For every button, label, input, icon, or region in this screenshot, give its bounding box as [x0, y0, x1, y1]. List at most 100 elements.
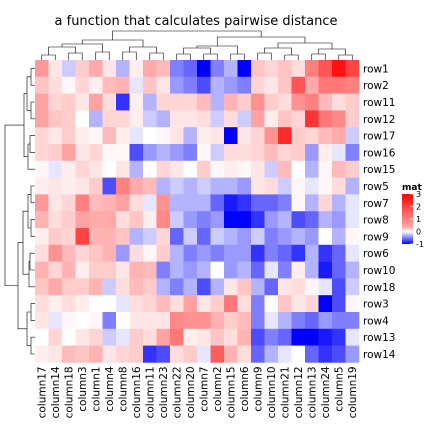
- heatmap-cell: [318, 127, 333, 145]
- heatmap-cell: [210, 345, 225, 363]
- heatmap-cell: [143, 93, 157, 111]
- heatmap-cell: [237, 144, 252, 162]
- heatmap-cell: [224, 144, 238, 162]
- heatmap-cell: [89, 177, 103, 195]
- column-label: column15: [226, 366, 238, 418]
- heatmap-cell: [345, 312, 360, 330]
- heatmap-cell: [210, 328, 225, 346]
- heatmap-cell: [278, 177, 292, 195]
- heatmap-cell: [278, 194, 292, 212]
- column-dendrogram: [41, 30, 353, 60]
- heatmap-cell: [35, 312, 49, 330]
- column-label: column23: [158, 366, 170, 418]
- heatmap-cell: [318, 93, 333, 111]
- heatmap-cell: [197, 261, 211, 279]
- heatmap-cell: [35, 228, 49, 246]
- heatmap-cell: [62, 328, 76, 346]
- heatmap-cell: [62, 228, 76, 246]
- heatmap-cell: [237, 127, 252, 145]
- heatmap-cell: [143, 211, 157, 229]
- heatmap-cell: [89, 295, 103, 313]
- heatmap-cell: [62, 244, 76, 262]
- heatmap-cell: [237, 295, 252, 313]
- heatmap-cell: [48, 211, 63, 229]
- heatmap-cell: [345, 76, 360, 94]
- heatmap-cell: [210, 228, 225, 246]
- column-label: column3: [77, 366, 89, 411]
- heatmap-cell: [251, 345, 265, 363]
- heatmap-cell: [75, 211, 90, 229]
- heatmap-cell: [332, 345, 346, 363]
- heatmap-cell: [170, 295, 184, 313]
- heatmap-cell: [197, 312, 211, 330]
- heatmap-cell: [156, 295, 171, 313]
- legend-tick-label: 3: [416, 190, 421, 199]
- heatmap-cell: [332, 211, 346, 229]
- row-label: row6: [363, 248, 389, 260]
- heatmap-cell: [345, 194, 360, 212]
- heatmap-cell: [102, 93, 117, 111]
- heatmap-cell: [332, 312, 346, 330]
- heatmap-cell: [143, 261, 157, 279]
- heatmap-cell: [48, 278, 63, 296]
- heatmap-cell: [224, 160, 238, 178]
- heatmap-cell: [210, 261, 225, 279]
- heatmap-cell: [129, 278, 144, 296]
- heatmap-cell: [318, 244, 333, 262]
- heatmap-cell: [75, 345, 90, 363]
- heatmap-cell: [143, 194, 157, 212]
- heatmap-cell: [278, 160, 292, 178]
- heatmap-cell: [237, 177, 252, 195]
- row-label: row13: [363, 332, 395, 344]
- heatmap-cell: [129, 244, 144, 262]
- heatmap-cell: [197, 244, 211, 262]
- heatmap-cell: [129, 194, 144, 212]
- heatmap-cell: [156, 328, 171, 346]
- heatmap-cell: [102, 211, 117, 229]
- heatmap-cell: [210, 194, 225, 212]
- heatmap-cell: [143, 76, 157, 94]
- heatmap-cell: [143, 177, 157, 195]
- row-label: row1: [363, 63, 389, 75]
- heatmap-cell: [345, 144, 360, 162]
- heatmap-cell: [143, 328, 157, 346]
- heatmap-cell: [278, 211, 292, 229]
- heatmap-cell: [318, 312, 333, 330]
- heatmap-cell: [116, 194, 130, 212]
- heatmap-cell: [237, 244, 252, 262]
- heatmap-cell: [48, 328, 63, 346]
- heatmap-cell: [48, 177, 63, 195]
- heatmap-cell: [89, 144, 103, 162]
- heatmap-cell: [291, 194, 306, 212]
- heatmap-cell: [89, 194, 103, 212]
- column-label: column5: [334, 366, 346, 411]
- heatmap-cell: [75, 127, 90, 145]
- heatmap-cell: [170, 261, 184, 279]
- heatmap-cell: [224, 110, 238, 128]
- heatmap-cell: [264, 228, 279, 246]
- heatmap-cell: [278, 278, 292, 296]
- heatmap-cell: [318, 177, 333, 195]
- heatmap-cell: [48, 60, 63, 78]
- heatmap-cell: [35, 160, 49, 178]
- heatmap-cell: [345, 93, 360, 111]
- heatmap-cell: [224, 328, 238, 346]
- heatmap-cell: [278, 76, 292, 94]
- heatmap-cell: [305, 194, 319, 212]
- heatmap-cell: [210, 76, 225, 94]
- column-label: column14: [50, 366, 62, 418]
- heatmap-cell: [224, 93, 238, 111]
- column-label: column8: [118, 366, 130, 411]
- heatmap-cell: [48, 244, 63, 262]
- heatmap-cell: [156, 127, 171, 145]
- heatmap-cell: [62, 261, 76, 279]
- heatmap-cell: [318, 160, 333, 178]
- column-label: column1: [91, 366, 103, 411]
- heatmap-cell: [264, 312, 279, 330]
- heatmap-cell: [305, 228, 319, 246]
- heatmap-cell: [183, 93, 198, 111]
- heatmap-cell: [332, 295, 346, 313]
- heatmap-cell: [156, 345, 171, 363]
- heatmap-cell: [291, 345, 306, 363]
